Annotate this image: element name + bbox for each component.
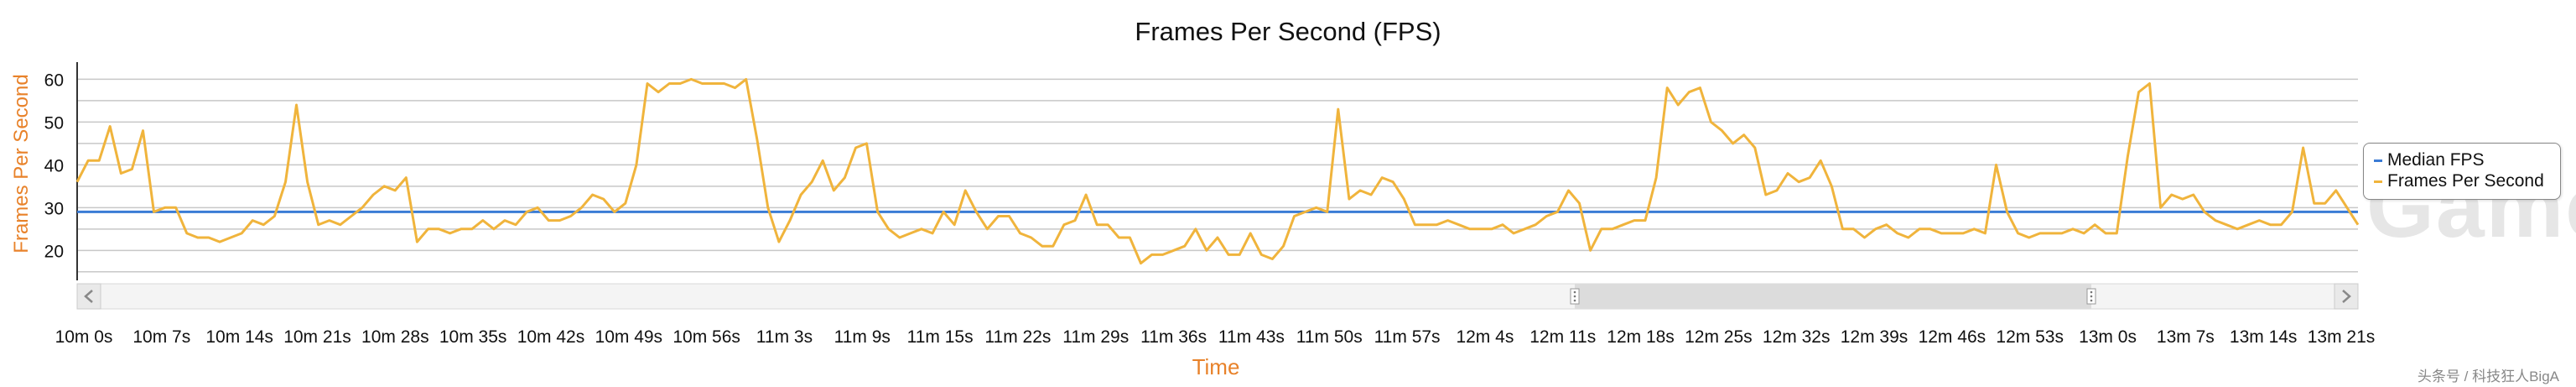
legend-label-fps: Frames Per Second — [2387, 171, 2544, 191]
scroll-left-button — [76, 283, 101, 310]
grip-icon — [1573, 299, 1576, 302]
x-tick-label: 10m 42s — [517, 327, 585, 347]
x-tick-label: 12m 53s — [1996, 327, 2064, 347]
grip-icon — [1573, 290, 1576, 294]
navigator-selection — [1575, 284, 2091, 309]
x-tick-label: 11m 43s — [1218, 327, 1285, 347]
x-tick-label: 11m 22s — [984, 327, 1051, 347]
x-tick-label: 13m 7s — [2157, 327, 2215, 347]
x-tick-label: 13m 21s — [2308, 327, 2376, 347]
x-tick-label: 12m 18s — [1607, 327, 1675, 347]
scroll-right-button — [2334, 283, 2359, 310]
x-tick-label: 11m 57s — [1374, 327, 1441, 347]
x-tick-label: 10m 35s — [439, 327, 507, 347]
y-tick-label: 30 — [44, 199, 64, 218]
chevron-right-icon — [2342, 290, 2351, 303]
x-tick-label: 10m 0s — [55, 327, 113, 347]
y-tick-label: 40 — [44, 156, 64, 175]
x-tick-label: 10m 14s — [205, 327, 273, 347]
x-tick-label: 12m 4s — [1456, 327, 1514, 347]
x-tick-label: 10m 21s — [283, 327, 351, 347]
x-tick-label: 11m 15s — [907, 327, 974, 347]
x-tick-label: 11m 3s — [756, 327, 813, 347]
x-tick-label: 10m 28s — [361, 327, 429, 347]
chevron-left-icon — [84, 290, 93, 303]
x-tick-label: 10m 56s — [673, 327, 740, 347]
credit-text: 头条号 / 科技狂人BigA — [2417, 369, 2559, 384]
legend-swatch-median — [2374, 159, 2382, 162]
x-tick-label: 10m 49s — [595, 327, 663, 347]
chart-title: Frames Per Second (FPS) — [1135, 17, 1441, 46]
x-tick-label: 12m 39s — [1841, 327, 1909, 347]
legend-item-fps: Frames Per Second — [2374, 171, 2544, 191]
x-tick-label: 11m 9s — [834, 327, 891, 347]
y-tick-label: 60 — [44, 71, 64, 90]
legend-label-median: Median FPS — [2387, 150, 2485, 170]
fps-series-line — [75, 77, 2360, 265]
chart-legend: Median FPS Frames Per Second — [2363, 143, 2561, 200]
legend-item-median: Median FPS — [2374, 150, 2485, 170]
grip-icon — [2090, 295, 2093, 298]
x-tick-label: 11m 29s — [1062, 327, 1129, 347]
grip-icon — [1573, 295, 1576, 298]
x-tick-label: 13m 14s — [2230, 327, 2298, 347]
x-axis-label: Time — [1192, 354, 1240, 379]
grip-icon — [2090, 290, 2093, 294]
x-tick-label: 12m 32s — [1763, 327, 1831, 347]
x-tick-label: 11m 36s — [1140, 327, 1207, 347]
y-tick-label: 50 — [44, 113, 64, 133]
x-tick-label: 12m 25s — [1685, 327, 1753, 347]
legend-swatch-fps — [2374, 180, 2382, 183]
x-tick-label: 13m 0s — [2079, 327, 2137, 347]
x-tick-label: 11m 50s — [1296, 327, 1363, 347]
x-tick-label: 10m 7s — [132, 327, 190, 347]
x-tick-label: 12m 11s — [1530, 327, 1596, 347]
grip-icon — [2090, 299, 2093, 302]
x-tick-label: 12m 46s — [1919, 327, 1987, 347]
y-tick-label: 20 — [44, 242, 64, 261]
